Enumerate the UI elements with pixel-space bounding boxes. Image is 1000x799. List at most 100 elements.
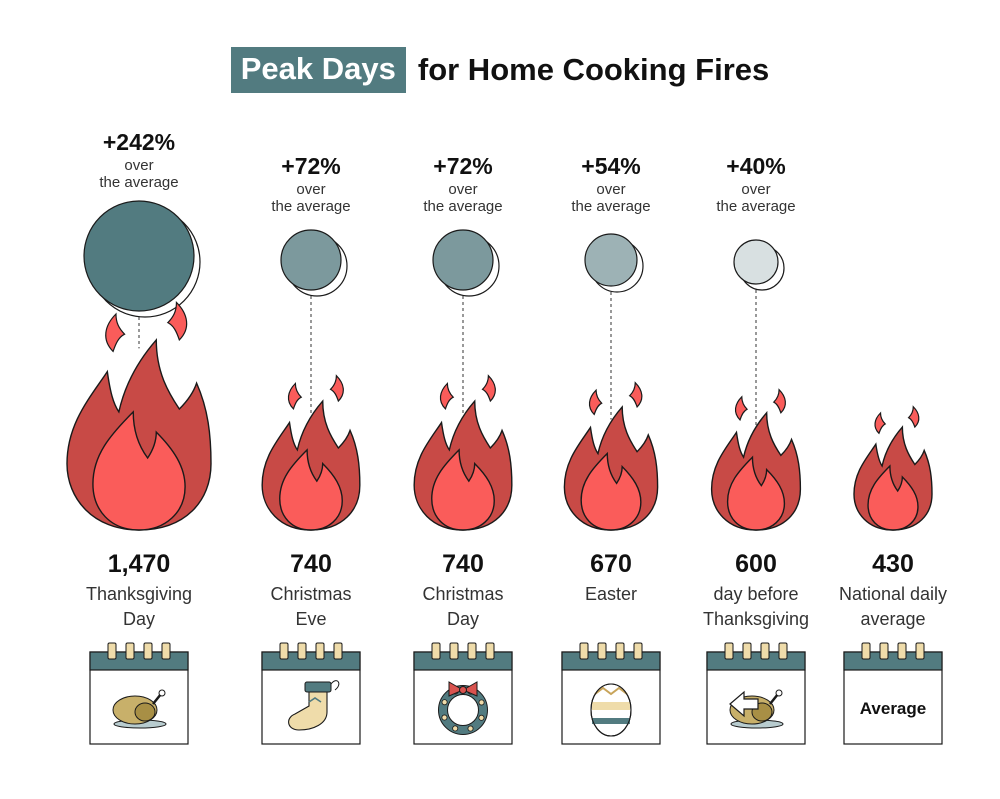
bow-knot bbox=[459, 686, 467, 694]
wreath-icon bbox=[438, 681, 488, 735]
wreath-berry bbox=[478, 714, 485, 721]
value-label: 740 bbox=[442, 550, 484, 578]
flame-tongue bbox=[439, 382, 455, 410]
pct-caption: the average bbox=[716, 198, 795, 215]
bone-end bbox=[775, 689, 783, 697]
pct-caption: the average bbox=[99, 174, 178, 191]
category-label: Thanksgiving bbox=[86, 584, 192, 604]
category-label: Christmas bbox=[422, 584, 503, 604]
calendar-header bbox=[413, 651, 513, 671]
egg-band bbox=[592, 718, 630, 724]
calendar-header bbox=[561, 651, 661, 671]
bubble-2 bbox=[432, 229, 500, 297]
stocking-icon bbox=[288, 680, 340, 731]
flame-tongue bbox=[874, 411, 887, 435]
pct-caption: over bbox=[124, 157, 153, 174]
calendar-ring bbox=[760, 642, 770, 660]
egg-band bbox=[592, 702, 630, 710]
calendar-ring bbox=[161, 642, 171, 660]
pct-over-average: +40% bbox=[726, 153, 785, 179]
bone-end bbox=[158, 689, 166, 697]
bow-right bbox=[461, 681, 478, 697]
calendar-ring bbox=[449, 642, 459, 660]
calendar-ring bbox=[615, 642, 625, 660]
category-label: National daily bbox=[839, 584, 947, 604]
flame-icon-0 bbox=[66, 301, 212, 531]
flame-inner bbox=[431, 448, 495, 531]
bubble bbox=[432, 229, 494, 291]
flame-tongue bbox=[772, 388, 786, 414]
easter-egg-icon bbox=[590, 683, 632, 737]
pct-caption: the average bbox=[423, 198, 502, 215]
turkey-icon bbox=[112, 689, 167, 729]
pct-over-average: +72% bbox=[281, 153, 340, 179]
flame-icon-5 bbox=[853, 405, 933, 531]
flame-tongue bbox=[907, 405, 920, 429]
value-label: 430 bbox=[872, 550, 914, 578]
calendar-ring bbox=[467, 642, 477, 660]
pct-caption: over bbox=[448, 181, 477, 198]
calendar-ring bbox=[485, 642, 495, 660]
category-label: Thanksgiving bbox=[703, 609, 809, 629]
calendar-ring bbox=[279, 642, 289, 660]
flame-inner bbox=[580, 451, 642, 531]
value-label: 670 bbox=[590, 550, 632, 578]
calendar-ring bbox=[633, 642, 643, 660]
pct-caption: the average bbox=[571, 198, 650, 215]
calendar-ring bbox=[143, 642, 153, 660]
pct-caption: the average bbox=[271, 198, 350, 215]
calendar-icon-1 bbox=[261, 642, 361, 745]
pct-caption: over bbox=[596, 181, 625, 198]
calendar-header bbox=[843, 651, 943, 671]
flame-tongue bbox=[287, 382, 303, 410]
flame-inner bbox=[279, 448, 343, 531]
flame-icon-3 bbox=[563, 381, 659, 531]
turkey-arrow-icon bbox=[729, 689, 784, 729]
wreath-berry bbox=[441, 699, 448, 706]
wreath-berry bbox=[467, 725, 474, 732]
bow-left bbox=[448, 681, 465, 697]
value-label: 1,470 bbox=[108, 550, 171, 578]
flame-inner bbox=[867, 464, 919, 531]
wreath-berry bbox=[478, 699, 485, 706]
calendar-ring bbox=[297, 642, 307, 660]
calendar-icon-2 bbox=[413, 642, 513, 745]
category-label: day before bbox=[713, 584, 798, 604]
flame-inner bbox=[92, 410, 186, 531]
bubble bbox=[733, 239, 779, 285]
title-rest: for Home Cooking Fires bbox=[417, 52, 770, 87]
flame-icon-1 bbox=[261, 374, 361, 531]
title-highlight: Peak Days bbox=[230, 47, 406, 93]
flame-icon-4 bbox=[710, 388, 802, 531]
stocking-pattern bbox=[308, 697, 322, 703]
wreath-berry bbox=[452, 725, 459, 732]
bubble-0 bbox=[83, 200, 201, 318]
flame-tongue bbox=[734, 395, 749, 422]
calendar-ring bbox=[597, 642, 607, 660]
bubble bbox=[280, 229, 342, 291]
calendar-ring bbox=[724, 642, 734, 660]
calendar-ring bbox=[879, 642, 889, 660]
calendar-icon-3 bbox=[561, 642, 661, 745]
back-arrow bbox=[729, 690, 759, 718]
calendar-icon-0 bbox=[89, 642, 189, 745]
calendar-ring bbox=[742, 642, 752, 660]
chart-title: Peak Days for Home Cooking Fires bbox=[0, 44, 1000, 96]
calendar-ring bbox=[778, 642, 788, 660]
calendar-icon-4 bbox=[706, 642, 806, 745]
turkey-leg bbox=[134, 702, 156, 722]
value-label: 600 bbox=[735, 550, 777, 578]
calendar-ring bbox=[125, 642, 135, 660]
pct-over-average: +54% bbox=[581, 153, 640, 179]
calendar-header bbox=[706, 651, 806, 671]
bubble-3 bbox=[584, 233, 644, 293]
calendar-ring bbox=[579, 642, 589, 660]
flame-icon-2 bbox=[413, 374, 513, 531]
category-label: Day bbox=[123, 609, 155, 629]
category-label: average bbox=[860, 609, 925, 629]
calendar-header bbox=[89, 651, 189, 671]
calendar-ring bbox=[333, 642, 343, 660]
flame-tongue bbox=[329, 374, 344, 403]
flame-tongue bbox=[105, 312, 126, 353]
